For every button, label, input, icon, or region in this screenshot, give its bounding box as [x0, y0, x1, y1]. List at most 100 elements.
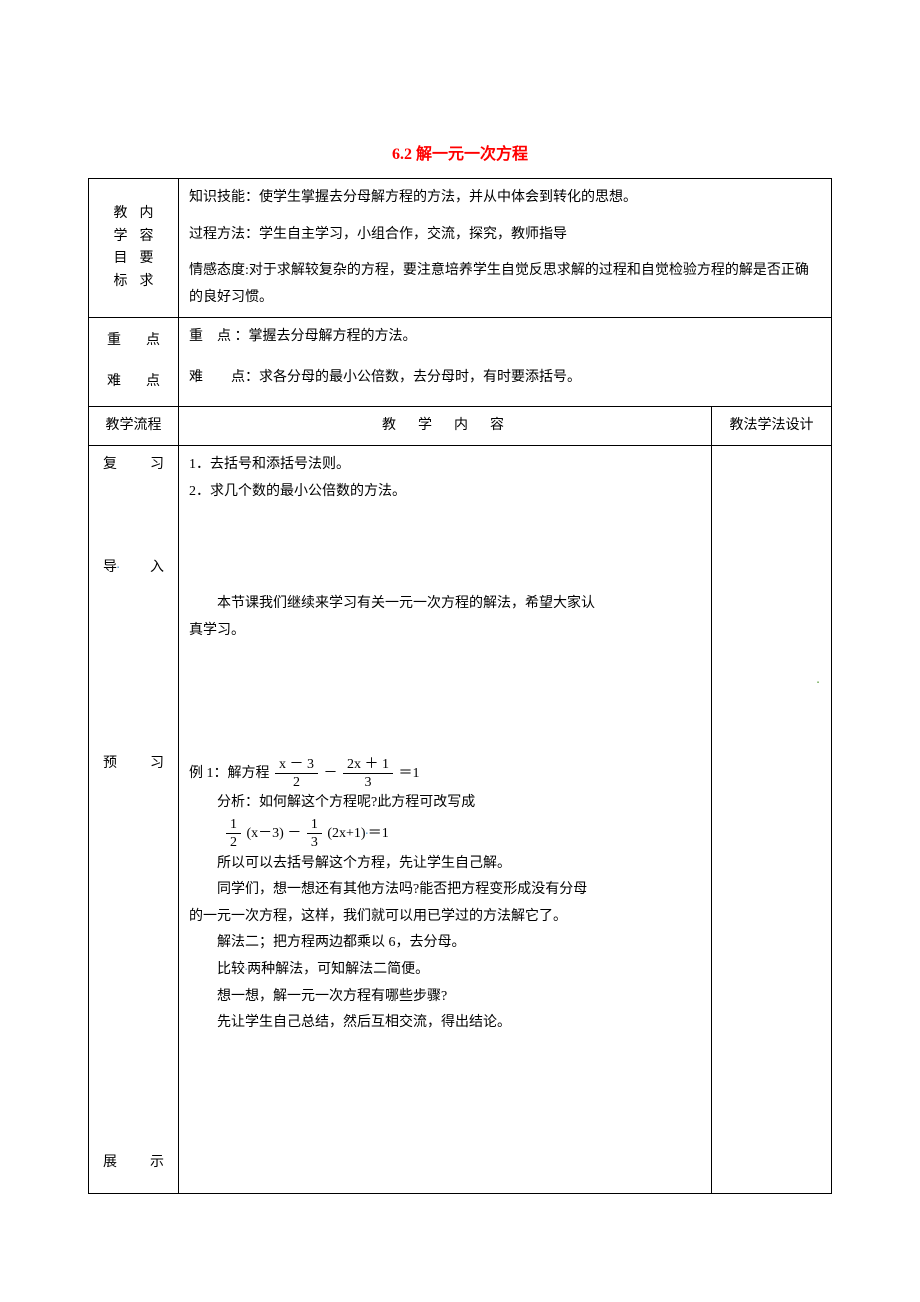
spacer [189, 561, 701, 591]
rd-b: 点 [146, 328, 160, 355]
spacer [97, 778, 170, 1150]
yuxi-b: 习 [150, 751, 164, 778]
ex1-label: 例 1：解方程 [189, 766, 270, 781]
teaching-content-column: 1．去括号和添括号法则。 2．求几个数的最小公倍数的方法。 本节课我们继续来学习… [179, 446, 712, 1193]
frac1-den: 2 [275, 774, 318, 790]
frac2-den: 3 [343, 774, 393, 790]
spacer [97, 479, 170, 555]
yuxi-l7: 想一想，解一元一次方程有哪些步骤? [189, 984, 701, 1011]
zhanshi-a: 展 [103, 1150, 117, 1177]
mark-icon: ▪ [817, 680, 819, 686]
half-den: 2 [226, 834, 241, 850]
fuxi-a: 复 [103, 452, 117, 479]
fraction-third: 1 3 [307, 817, 322, 851]
nd-a: 难 [107, 369, 121, 396]
daoru-p1a: 本节课我们继续来学习有关一元一次方程的解法，希望大家认 [189, 591, 701, 618]
daoru-p1b: 真学习。 [189, 618, 701, 645]
paren-group-1: (x－3) － [247, 826, 302, 841]
rd-label: 复 重 点 [97, 328, 170, 355]
goal-char-3: 目 [114, 248, 128, 270]
label-fuxi: 复 习 [97, 452, 170, 479]
goal-attitude: 情感态度:对于求解较复杂的方程，要注意培养学生自觉反思求解的过程和自觉检验方程的… [189, 258, 821, 311]
yuxi-l4b: 的一元一次方程，这样，我们就可以用已学过的方法解它了。 [189, 904, 701, 931]
label-goals: 教 学 目 标 内 容 要 求 [89, 179, 179, 318]
goal-knowledge: 知识技能：使学生掌握去分母解方程的方法，并从中体会到转化的思想。 [189, 185, 821, 212]
rewritten-equation: 1 2 (x－3) － 1 3 (2x+1)▪＝1 [189, 817, 701, 851]
fuxi-b: 习 [150, 452, 164, 479]
minus-sign: － [324, 766, 338, 781]
spacer [189, 505, 701, 561]
req-char-3: 要 [140, 248, 154, 270]
daoru-a: 导▪ [103, 555, 119, 582]
row-headers: 教学流程 教 学 内 容 教法学法设计 [89, 406, 832, 446]
method-design-column: ▪ [711, 446, 831, 1193]
spacer [189, 645, 701, 701]
green-mark-wrap: ▪ [720, 670, 823, 697]
rd-nd-content: 重 点 ：掌握去分母解方程的方法。 难 点：求各分母的最小公倍数，去分母时，有时… [179, 318, 832, 406]
section-labels-column: 复 习 导▪ 入 预 习 展 示 [89, 446, 179, 1193]
goal-char-1: 教 [114, 203, 128, 225]
equals-1: ＝1 [399, 766, 420, 781]
fraction-half: 1 2 [226, 817, 241, 851]
spacer [189, 248, 821, 258]
document-title: 6.2 解一元一次方程 [88, 140, 832, 164]
req-char-1: 内 [140, 203, 154, 225]
yuxi-l3: 所以可以去括号解这个方程，先让学生自己解。 [189, 851, 701, 878]
goal-char-4: 标 [114, 271, 128, 293]
yuxi-l4a: 同学们，想一想还有其他方法吗?能否把方程变形成没有分母 [189, 877, 701, 904]
vertical-col-a: 教 学 目 标 [114, 203, 128, 293]
third-num: 1 [307, 817, 322, 834]
label-yuxi: 预 习 [97, 751, 170, 778]
header-content: 教 学 内 容 [179, 406, 712, 446]
mark-icon: ▪ [117, 565, 119, 571]
daoru-b: 入 [150, 555, 164, 582]
half-num: 1 [226, 817, 241, 834]
paren-group-2: (2x+1) [327, 826, 365, 841]
header-method: 教法学法设计 [711, 406, 831, 446]
spacer [97, 1177, 170, 1187]
fraction-1: x － 3 2 [275, 757, 318, 791]
lesson-plan-table: 教 学 目 标 内 容 要 求 知识技能：使学生掌握去分母解方程的方法，并从中体… [88, 178, 832, 1194]
mark-icon: ▪ [366, 831, 368, 837]
spacer [189, 701, 701, 757]
spacer [189, 351, 821, 365]
yuxi-l6b: 两种解法，可知解法二简便。 [247, 962, 429, 977]
row-rd-nd: 复 重 点 难 点 重 点 ：掌握去分母解方程的方法。 难 点：求各分母的最小公… [89, 318, 832, 406]
label-daoru: 导▪ 入 [97, 555, 170, 582]
vertical-label-wrap: 教 学 目 标 内 容 要 求 [97, 193, 170, 303]
yuxi-l6a: 比较 [217, 962, 245, 977]
spacer [189, 212, 821, 222]
fraction-2: 2x ＋ 1 3 [343, 757, 393, 791]
yuxi-l8: 先让学生自己总结，然后互相交流，得出结论。 [189, 1010, 701, 1037]
fuxi-line1: 1．去括号和添括号法则。 [189, 452, 701, 479]
row-body: 复 习 导▪ 入 预 习 展 示 [89, 446, 832, 1193]
nd-b: 点 [146, 369, 160, 396]
zhanshi-b: 示 [150, 1150, 164, 1177]
frac2-num: 2x ＋ 1 [343, 757, 393, 774]
rd-text: 重 点 ：掌握去分母解方程的方法。 [189, 324, 821, 351]
spacer [720, 452, 823, 670]
analysis-line: 分析：如何解这个方程呢?此方程可改写成 [189, 790, 701, 817]
row-goals: 教 学 目 标 内 容 要 求 知识技能：使学生掌握去分母解方程的方法，并从中体… [89, 179, 832, 318]
label-rd-nd: 复 重 点 难 点 [89, 318, 179, 406]
rd-a: 重 [107, 328, 121, 355]
req-char-4: 求 [140, 271, 154, 293]
frac1-num: x － 3 [275, 757, 318, 774]
yuxi-a: 预 [103, 751, 117, 778]
goals-content: 知识技能：使学生掌握去分母解方程的方法，并从中体会到转化的思想。 过程方法：学生… [179, 179, 832, 318]
third-den: 3 [307, 834, 322, 850]
vertical-col-b: 内 容 要 求 [140, 203, 154, 293]
spacer [97, 355, 170, 369]
req-char-2: 容 [140, 226, 154, 248]
example-1-equation: 例 1：解方程 x － 3 2 － 2x ＋ 1 3 ＝1 [189, 757, 701, 791]
equals-2: ＝1 [368, 826, 389, 841]
goal-process: 过程方法：学生自主学习，小组合作，交流，探究，教师指导 [189, 222, 821, 249]
mark-icon: ▪ [245, 967, 247, 973]
header-flow: 教学流程 [89, 406, 179, 446]
nd-text: 难 点：求各分母的最小公倍数，去分母时，有时要添括号。 [189, 365, 821, 392]
nd-label: 难 点 [97, 369, 170, 396]
page-root: 6.2 解一元一次方程 教 学 目 标 内 容 [0, 0, 920, 1234]
yuxi-l6: 比较▪两种解法，可知解法二简便。 [189, 957, 701, 984]
goal-char-2: 学 [114, 226, 128, 248]
yuxi-l5: 解法二；把方程两边都乘以 6，去分母。 [189, 930, 701, 957]
